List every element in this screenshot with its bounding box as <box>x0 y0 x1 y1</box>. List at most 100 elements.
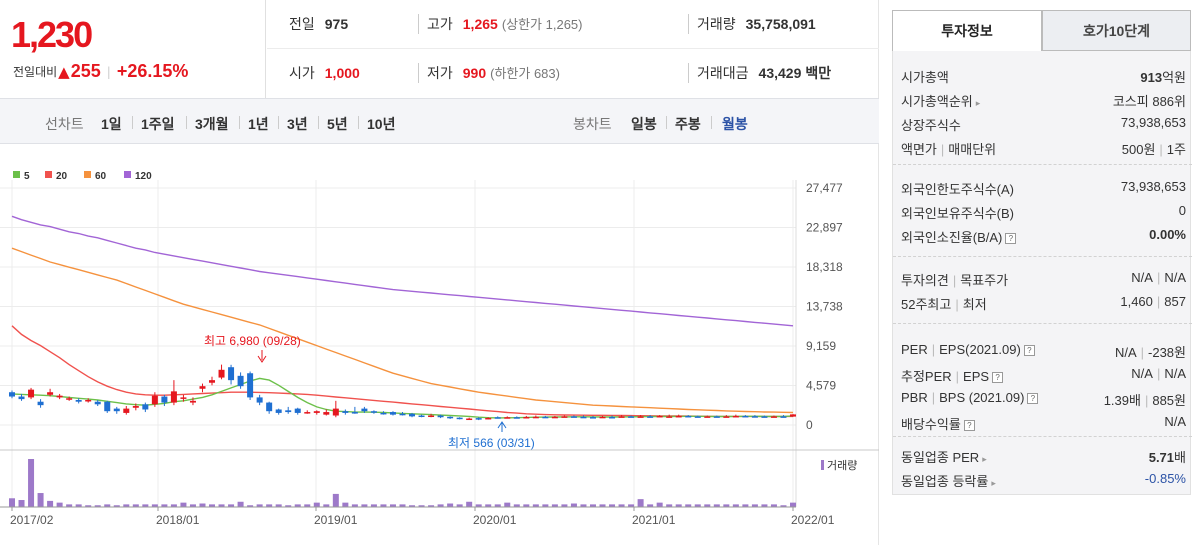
candle <box>428 413 435 418</box>
per-eps-label-group: PER | EPS(2021.09)? <box>901 342 1035 357</box>
help-icon[interactable]: ? <box>963 420 975 431</box>
candle-body <box>28 389 35 398</box>
candle <box>209 376 216 386</box>
candle-body <box>780 416 787 418</box>
period-3m-button[interactable]: 3개월 <box>195 116 229 132</box>
period-10y-button[interactable]: 10년 <box>367 116 396 132</box>
monthly-candle-button[interactable]: 월봉 <box>722 116 748 132</box>
period-1w-button[interactable]: 1주일 <box>141 116 175 132</box>
volume-bar <box>666 504 673 507</box>
candle-body <box>351 412 358 414</box>
row-market-cap: 시가총액 913억원 <box>901 64 1186 86</box>
stats-row-1: 전일 975 고가 1,265 (상한가 1,265) 거래량 35,758,091 <box>267 0 879 49</box>
sector-rate-link[interactable]: 동일업종 등락률 ▸ <box>901 471 996 490</box>
divider <box>666 116 667 129</box>
divider <box>278 116 279 129</box>
market-rank-link[interactable]: 시가총액순위 ▸ <box>901 91 980 110</box>
volume-bar <box>75 504 82 507</box>
help-icon[interactable]: ? <box>1023 345 1035 356</box>
volume-bar <box>56 502 63 507</box>
volume-bar <box>523 504 530 507</box>
low-value: 990 <box>462 65 487 81</box>
amount-unit: 백만 <box>805 65 832 81</box>
est-eps-label: EPS <box>963 369 990 384</box>
help-icon[interactable]: ? <box>992 372 1004 383</box>
candle-body <box>85 399 92 402</box>
candle-body <box>466 418 473 421</box>
candle-body <box>285 410 292 413</box>
min-annotation-label: 최저 566 (03/31) <box>448 436 535 450</box>
y-tick-label: 18,318 <box>806 260 843 274</box>
candle-body <box>532 416 539 419</box>
opinion-label-group: 투자의견 | 목표주가 <box>901 270 1008 289</box>
candle <box>380 411 387 415</box>
x-tick-label: 2022/01 <box>791 513 835 527</box>
volume-bar <box>475 504 482 507</box>
candle <box>104 400 111 413</box>
candle <box>723 415 730 418</box>
help-icon[interactable]: ? <box>1027 393 1039 404</box>
sector-per-link[interactable]: 동일업종 PER ▸ <box>901 447 987 466</box>
price-summary: 1,230 전일대비 ▲ 255 | +26.15% <box>0 0 266 98</box>
volume-bar <box>618 504 625 507</box>
min-annotation: 최저 566 (03/31) <box>448 421 535 450</box>
candle <box>513 416 520 419</box>
info-tabs: 투자정보 호가10단계 <box>890 10 1193 51</box>
y-tick-label: 13,738 <box>806 300 843 314</box>
volume-legend-swatch <box>821 460 824 470</box>
candle-body <box>275 409 282 413</box>
candle-body <box>37 401 44 406</box>
par-label: 액면가 <box>901 142 937 157</box>
volume-bar <box>589 504 596 507</box>
candle-body <box>751 416 758 418</box>
volume-bar <box>656 502 663 507</box>
per-label: PER <box>901 342 928 357</box>
volume-bar <box>628 504 635 507</box>
volume-bar <box>761 504 768 507</box>
candle <box>351 406 358 414</box>
divider: | <box>931 342 936 357</box>
period-3y-button[interactable]: 3년 <box>287 116 308 132</box>
divider: | <box>955 297 959 312</box>
sector-per-label: 동일업종 PER <box>901 450 980 465</box>
period-5y-button[interactable]: 5년 <box>327 116 348 132</box>
daily-candle-button[interactable]: 일봉 <box>631 116 657 132</box>
target-value: N/A <box>1164 270 1186 285</box>
row-per-eps: PER | EPS(2021.09)? N/A | -238원 <box>901 339 1186 361</box>
candle-body <box>494 417 501 419</box>
volume-bar <box>113 505 120 507</box>
tab-investment-info[interactable]: 투자정보 <box>892 10 1042 51</box>
volume-bar <box>161 504 168 507</box>
volume-bar <box>609 504 616 507</box>
volume-bar <box>466 501 473 507</box>
volume-bar <box>151 504 158 507</box>
volume-bar <box>447 503 454 507</box>
x-tick-label: 2021/01 <box>632 513 676 527</box>
candle-body <box>123 408 130 413</box>
candle <box>47 388 54 397</box>
candle <box>9 390 15 399</box>
volume-bar <box>218 504 225 507</box>
volume-bars <box>9 459 796 507</box>
chart-grid <box>0 180 797 507</box>
x-tick-label: 2017/02 <box>10 513 54 527</box>
candle-body <box>9 392 15 397</box>
help-icon[interactable]: ? <box>1005 233 1017 244</box>
weekly-candle-button[interactable]: 주봉 <box>675 116 701 132</box>
candle-body <box>561 416 568 418</box>
candle-body <box>418 415 425 418</box>
candle-body <box>637 416 644 418</box>
divider: | <box>1144 393 1149 408</box>
prev-close-value: 975 <box>324 16 349 32</box>
volume-legend: 거래량 <box>821 459 857 472</box>
volume-bar <box>732 504 739 507</box>
stock-main-panel: 1,230 전일대비 ▲ 255 | +26.15% 전일 975 고가 1,265… <box>0 0 879 545</box>
candle-body <box>666 416 673 418</box>
period-1y-button[interactable]: 1년 <box>248 116 269 132</box>
period-1d-button[interactable]: 1일 <box>101 116 122 132</box>
candle-body <box>485 417 492 420</box>
candle-body <box>656 415 663 418</box>
tab-order-book[interactable]: 호가10단계 <box>1042 10 1191 51</box>
candle <box>266 401 273 414</box>
candle-body <box>475 418 482 420</box>
